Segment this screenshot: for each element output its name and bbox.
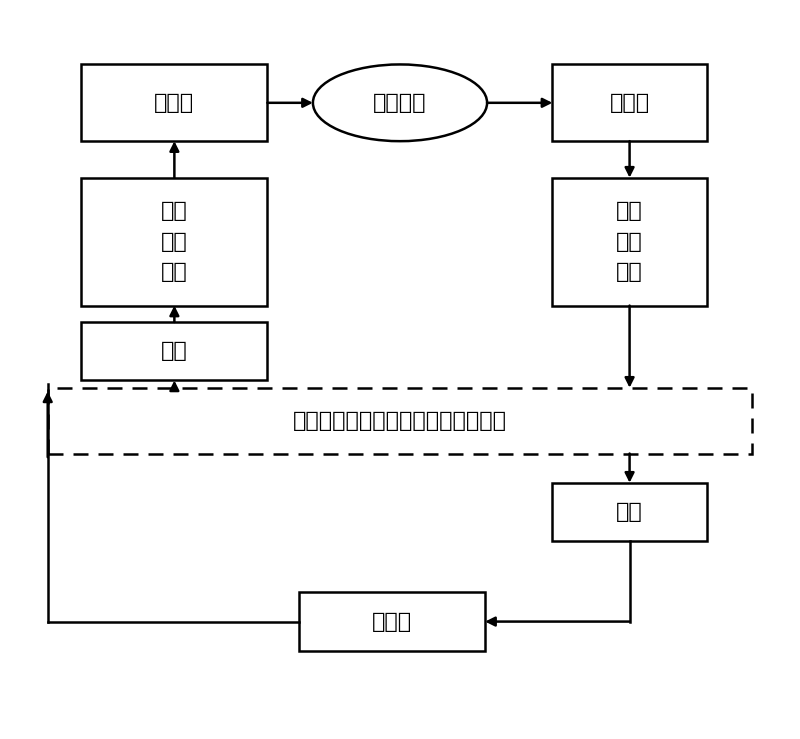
Text: 解码: 解码 <box>616 502 643 522</box>
Text: 量化: 量化 <box>161 231 188 252</box>
Text: 网络：存在时延、丢包、乱序等情况: 网络：存在时延、丢包、乱序等情况 <box>293 411 507 431</box>
Bar <box>82 64 267 141</box>
Bar <box>48 388 752 454</box>
Bar <box>552 177 706 305</box>
Bar <box>82 177 267 305</box>
Text: 编码: 编码 <box>161 262 188 282</box>
Text: 传感器: 传感器 <box>610 93 650 113</box>
Bar <box>552 64 706 141</box>
Text: 编码: 编码 <box>616 262 643 282</box>
Text: 量化: 量化 <box>616 231 643 252</box>
Bar <box>82 322 267 381</box>
Text: 执行器: 执行器 <box>154 93 194 113</box>
Text: 解码: 解码 <box>161 341 188 361</box>
Ellipse shape <box>313 64 487 141</box>
Text: 采样: 采样 <box>616 201 643 221</box>
Text: 被控对象: 被控对象 <box>374 93 426 113</box>
Bar <box>552 483 706 541</box>
Text: 采样: 采样 <box>161 201 188 221</box>
Bar <box>299 593 485 651</box>
Text: 控制器: 控制器 <box>372 612 412 632</box>
